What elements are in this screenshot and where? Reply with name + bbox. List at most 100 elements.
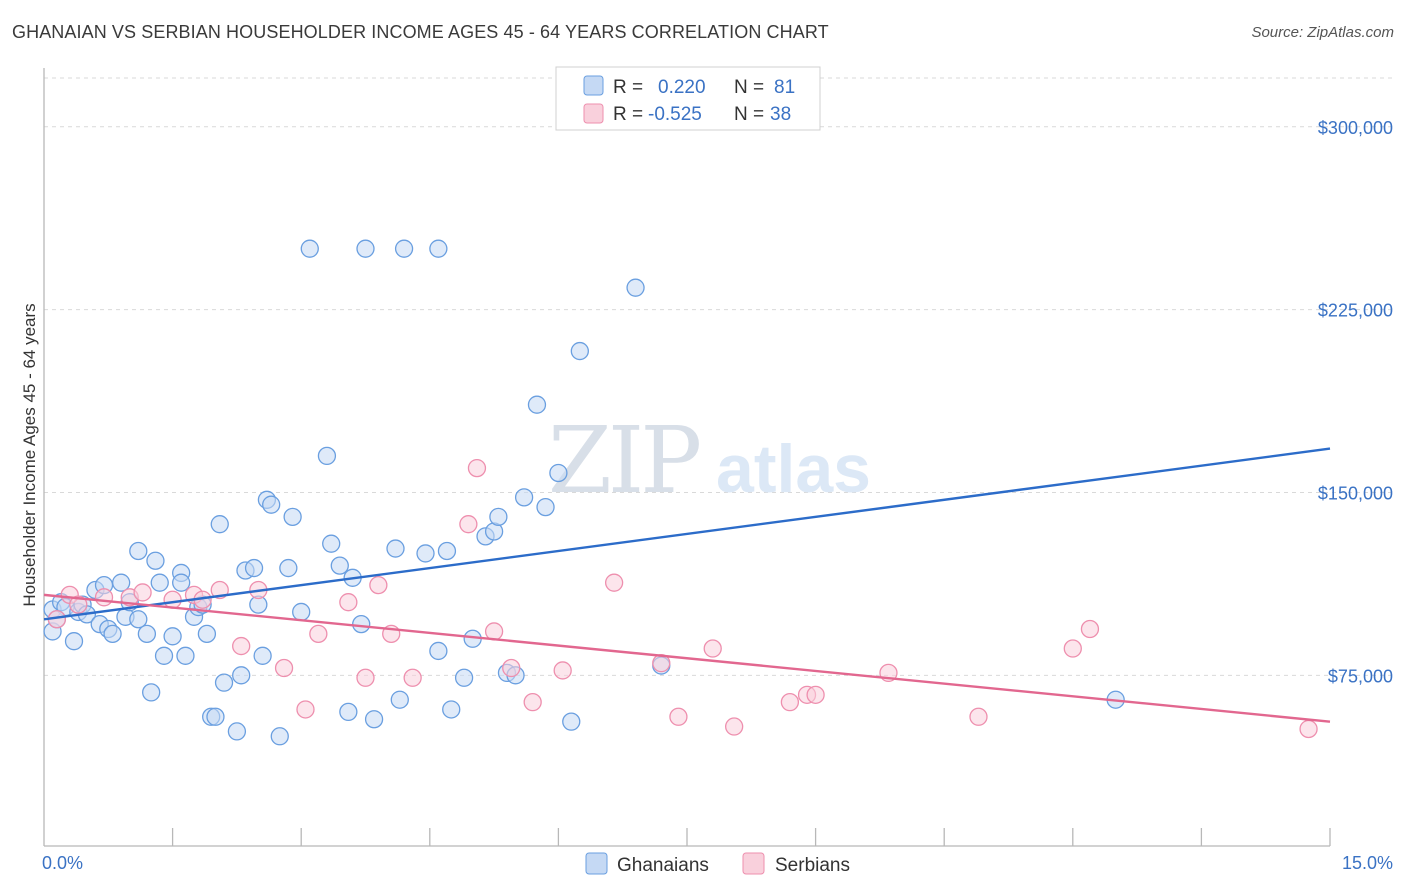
ghanaian-point <box>317 446 337 466</box>
serbian-point <box>69 595 88 614</box>
ghanaian-point <box>514 488 534 507</box>
ghanaian-trend-line <box>43 447 1331 621</box>
ghanaian-point <box>176 646 195 665</box>
ghanaian-point <box>386 539 405 558</box>
chart-source: Source: ZipAtlas.com <box>1251 24 1394 41</box>
ghanaian-point <box>330 556 349 575</box>
ghanaian-point <box>270 727 289 746</box>
ghanaian-point <box>150 573 169 592</box>
y-tick-label: $150,000 <box>1318 483 1393 503</box>
serbian-point <box>1063 639 1082 658</box>
ghanaian-point <box>64 632 84 651</box>
ghanaian-point <box>352 614 371 634</box>
ghanaian-point <box>214 673 234 692</box>
legend-n-label-ghanaians: N = <box>734 77 764 98</box>
ghanaian-point <box>227 722 247 741</box>
series-legend-label-serbians: Serbians <box>775 855 850 876</box>
legend-r-value-ghanaians: 0.220 <box>658 77 706 98</box>
serbian-point <box>969 707 988 726</box>
serbian-point <box>806 685 825 704</box>
watermark-atlas: atlas <box>716 431 871 507</box>
ghanaian-point <box>390 690 409 709</box>
ghanaian-point <box>527 395 547 414</box>
ghanaian-point <box>142 683 161 702</box>
legend-n-value-ghanaians: 81 <box>774 77 795 98</box>
ghanaian-point <box>549 463 568 483</box>
ghanaian-point <box>570 341 589 361</box>
legend-swatch-serbians <box>583 103 604 124</box>
legend-r-value-serbians: -0.525 <box>648 104 702 125</box>
serbian-trend-line <box>43 593 1331 723</box>
ghanaian-point <box>262 495 281 514</box>
grid-layer <box>44 77 1395 676</box>
serbian-point <box>669 707 688 726</box>
ghanaian-point <box>429 239 448 258</box>
ghanaian-point <box>129 541 148 561</box>
ghanaian-point <box>626 278 645 297</box>
ghanaian-point <box>364 710 384 729</box>
serbian-point <box>523 693 542 712</box>
serbian-point <box>1080 619 1100 639</box>
watermark-zip: ZIP <box>548 407 699 514</box>
ghanaian-point <box>437 541 457 561</box>
serbian-point <box>232 636 251 656</box>
ghanaian-point <box>103 624 122 644</box>
ghanaian-point <box>154 646 174 665</box>
serbian-point <box>403 668 422 687</box>
serbian-point <box>459 515 478 534</box>
serbian-point <box>467 458 487 478</box>
ghanaian-point <box>163 627 182 646</box>
ghanaian-point <box>146 551 165 570</box>
ghanaian-point <box>322 534 341 553</box>
serbian-point <box>339 593 358 612</box>
ghanaian-point <box>210 515 229 534</box>
serbian-point <box>309 624 328 644</box>
serbian-point <box>94 588 114 607</box>
serbian-point <box>356 668 375 687</box>
ghanaian-point <box>562 712 581 731</box>
serbian-point <box>502 658 521 678</box>
ghanaian-point <box>232 666 251 685</box>
labels-layer: $75,000 $150,000 $225,000 $300,000 0.0% 15.0%… <box>20 118 1393 873</box>
series-legend: Ghanaians Serbians <box>585 852 850 876</box>
serbian-point <box>604 573 624 592</box>
serbian-point <box>484 622 504 641</box>
ghanaian-point <box>253 646 272 665</box>
ghanaian-point <box>394 239 414 258</box>
ghanaian-point <box>292 602 311 622</box>
serbian-point <box>780 693 800 712</box>
ghanaian-point <box>416 544 435 563</box>
y-axis-title: Householder Income Ages 45 - 64 years <box>20 303 39 606</box>
ghanaian-point <box>489 507 508 527</box>
series-legend-label-ghanaians: Ghanaians <box>617 855 709 876</box>
legend-r-label-serbians: R = <box>613 104 643 125</box>
correlation-legend: R = 0.220 N = 81 R = -0.525 N = 38 <box>555 66 821 131</box>
chart-title: GHANAIAN VS SERBIAN HOUSEHOLDER INCOME A… <box>12 22 829 42</box>
serbian-point <box>553 661 572 680</box>
ghanaian-point <box>129 610 148 629</box>
watermark: ZIP atlas <box>548 407 871 514</box>
serbian-point <box>296 700 315 719</box>
serbian-point <box>274 658 294 678</box>
ghanaian-point <box>283 507 302 527</box>
ghanaian-point <box>300 239 319 258</box>
serbian-point <box>725 717 744 736</box>
legend-r-label-ghanaians: R = <box>613 77 643 98</box>
ghanaian-point <box>454 668 474 687</box>
ghanaian-point <box>206 707 225 726</box>
points-layer <box>43 239 1318 746</box>
ghanaian-point <box>197 624 217 644</box>
ghanaian-point <box>339 702 358 722</box>
serbian-point <box>163 590 182 609</box>
serbian-point <box>133 583 152 602</box>
y-tick-label: $225,000 <box>1318 301 1393 321</box>
ghanaian-point <box>172 573 191 592</box>
ghanaian-point <box>536 497 555 517</box>
ghanaian-point <box>429 641 448 661</box>
trend-layer <box>43 447 1331 723</box>
x-tick-label: 15.0% <box>1342 853 1393 873</box>
ghanaian-point <box>356 239 375 258</box>
ghanaian-point <box>244 558 264 578</box>
ghanaian-point <box>442 700 461 719</box>
